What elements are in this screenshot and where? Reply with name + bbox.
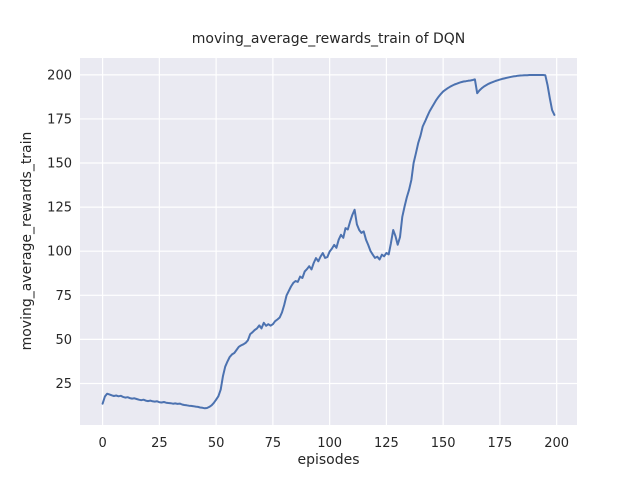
- x-tick-label: 125: [374, 436, 399, 451]
- y-tick-label: 125: [47, 201, 72, 216]
- x-tick-label: 175: [488, 436, 513, 451]
- y-tick-label: 50: [55, 333, 72, 348]
- y-tick-label: 150: [47, 157, 72, 172]
- x-tick-label: 200: [544, 436, 569, 451]
- x-tick-label: 50: [208, 436, 225, 451]
- chart-title: moving_average_rewards_train of DQN: [191, 31, 466, 47]
- x-axis-label: episodes: [297, 452, 360, 468]
- y-tick-label: 25: [55, 377, 72, 392]
- y-tick-label: 100: [47, 245, 72, 260]
- series-line-dqn: [101, 74, 556, 410]
- axes-background: [80, 58, 577, 425]
- y-tick-label: 75: [55, 289, 72, 304]
- x-tick-label: 0: [98, 436, 106, 451]
- y-tick-label: 200: [47, 68, 72, 83]
- y-tick-label: 175: [47, 112, 72, 127]
- y-axis-label: moving_average_rewards_train: [19, 131, 35, 351]
- x-tick-label: 150: [431, 436, 456, 451]
- x-tick-label: 75: [265, 436, 282, 451]
- x-tick-label: 25: [151, 436, 168, 451]
- x-tick-label: 100: [317, 436, 342, 451]
